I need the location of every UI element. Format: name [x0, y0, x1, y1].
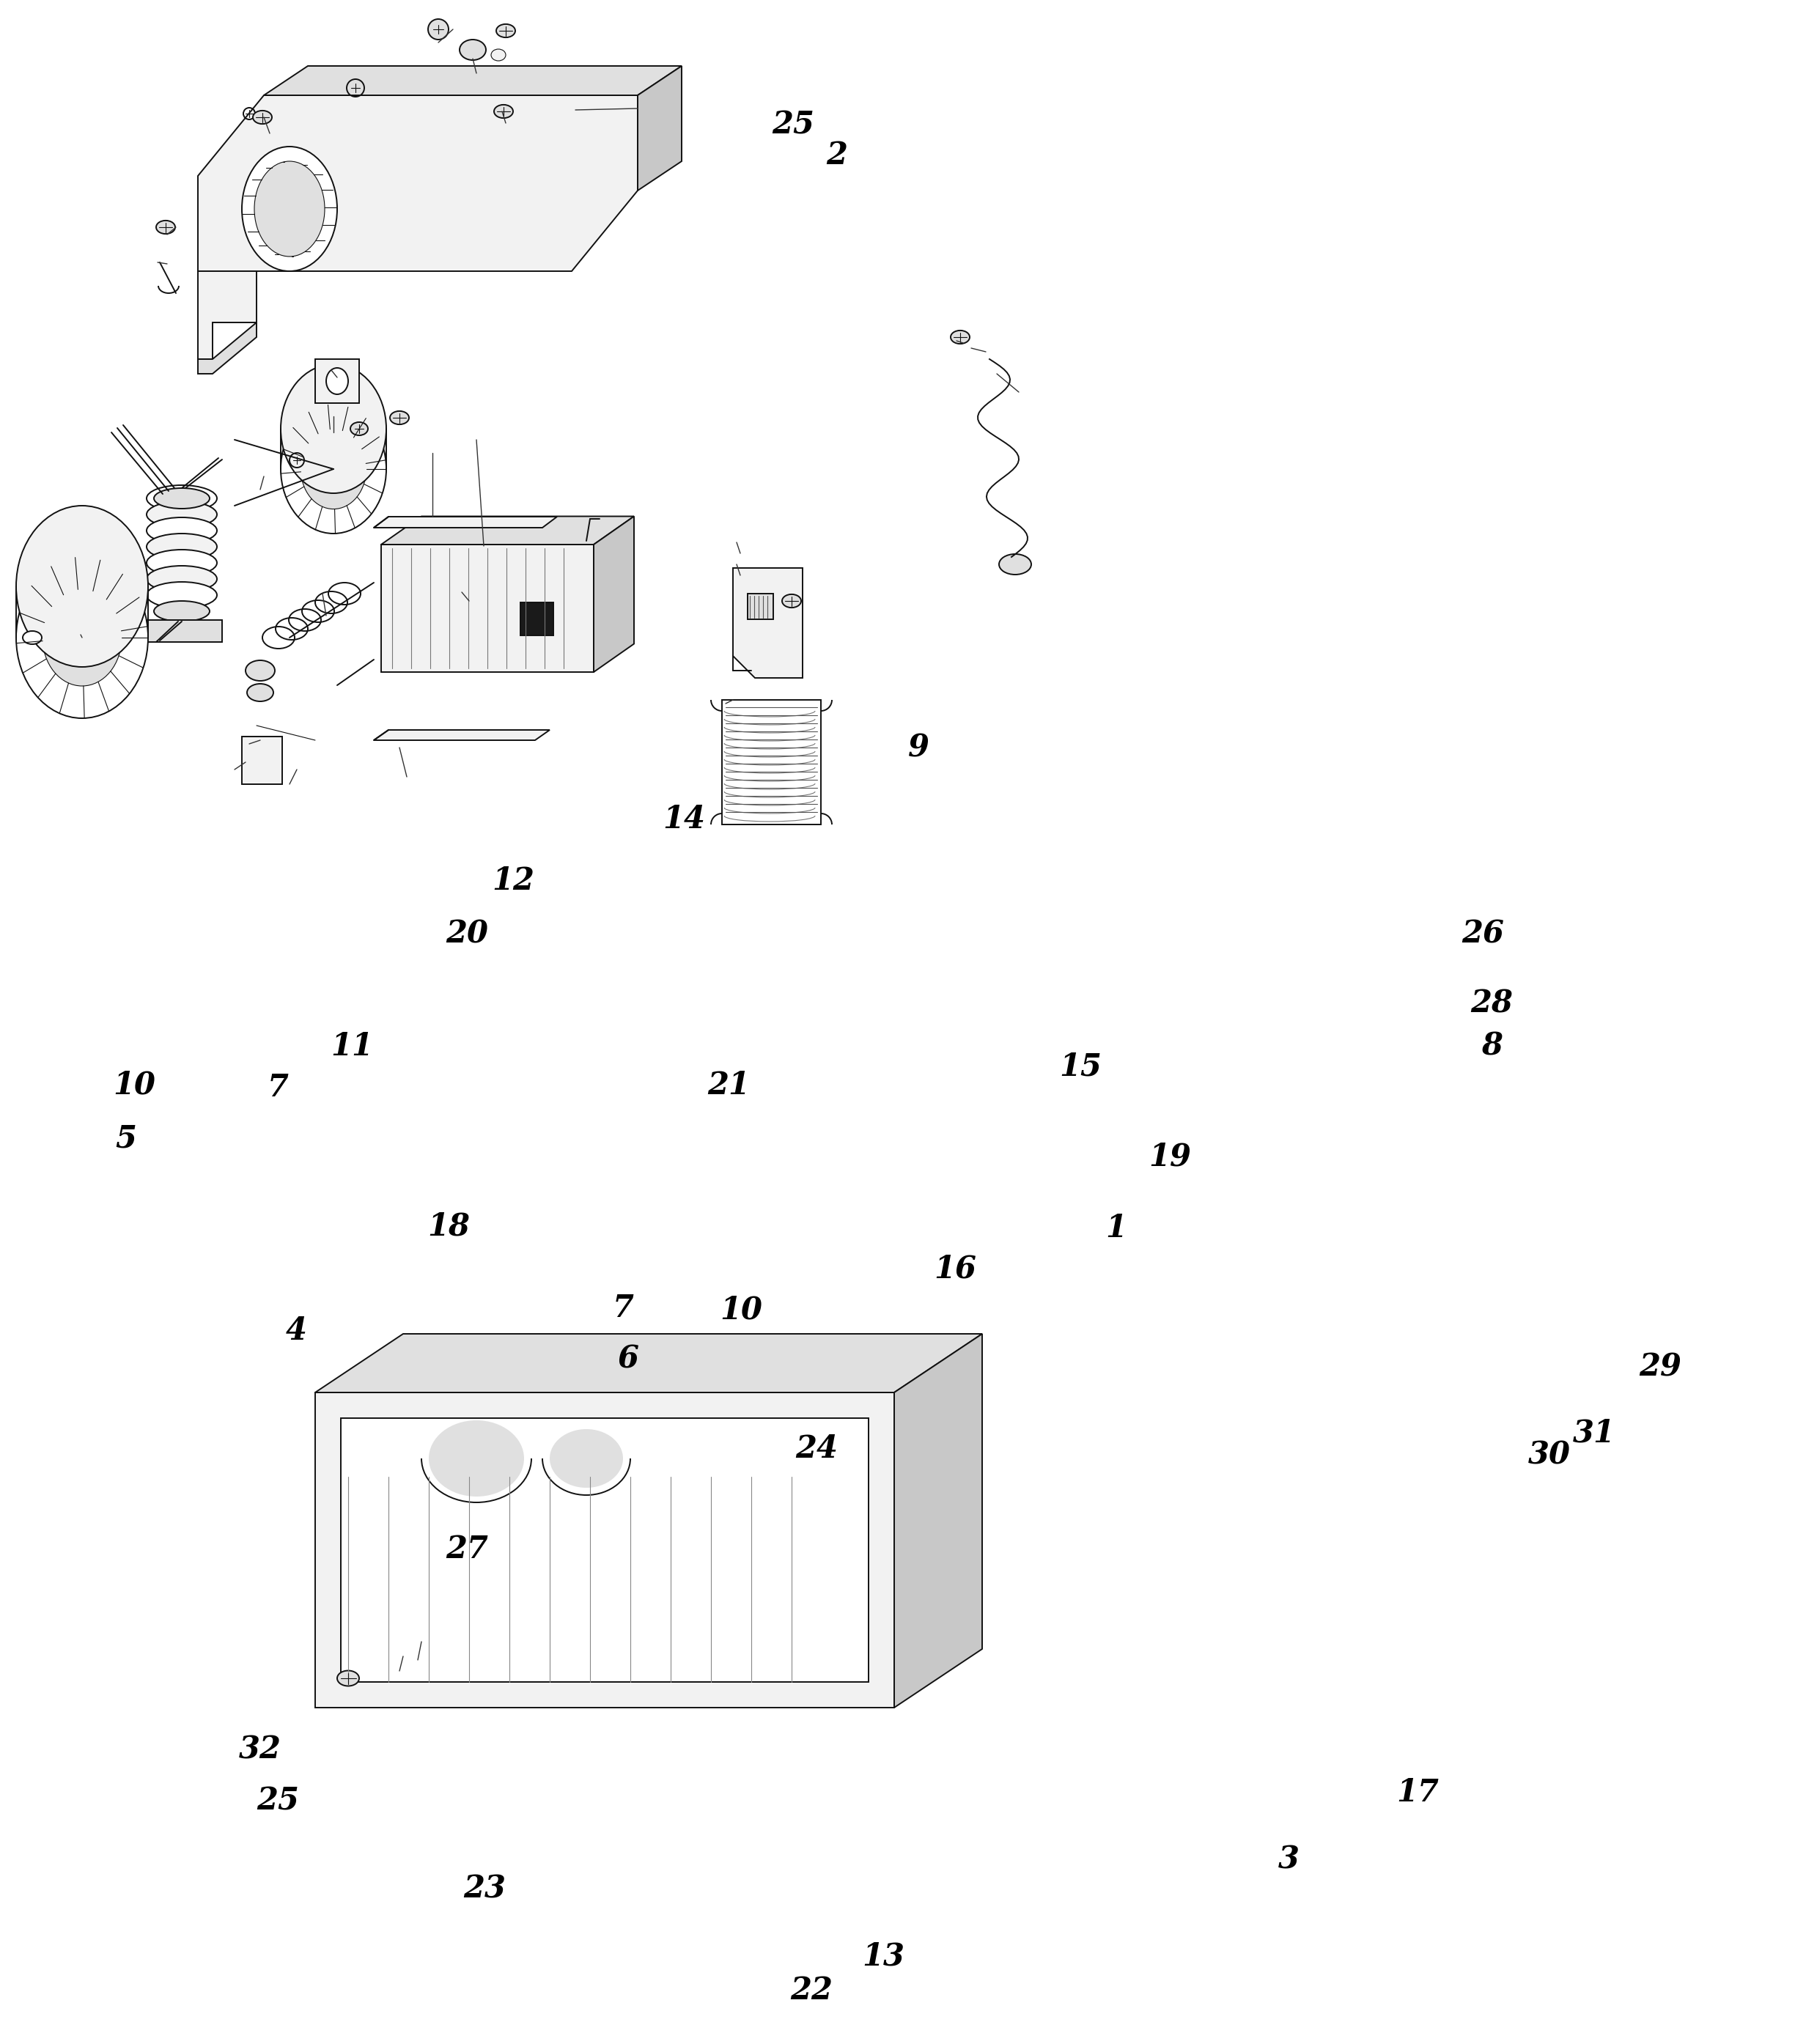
Ellipse shape [429, 1421, 524, 1496]
Ellipse shape [23, 632, 41, 644]
Ellipse shape [246, 660, 275, 681]
Polygon shape [732, 568, 802, 679]
Polygon shape [594, 517, 634, 672]
Text: 32: 32 [239, 1733, 282, 1766]
Text: 10: 10 [113, 1069, 156, 1102]
Ellipse shape [147, 533, 217, 560]
Text: 16: 16 [933, 1253, 976, 1286]
Ellipse shape [147, 550, 217, 576]
Ellipse shape [492, 49, 506, 61]
Ellipse shape [327, 368, 348, 394]
Ellipse shape [16, 556, 147, 717]
Ellipse shape [43, 589, 122, 687]
Text: 7: 7 [612, 1292, 634, 1325]
Ellipse shape [460, 39, 486, 59]
Text: 31: 31 [1572, 1416, 1615, 1449]
Polygon shape [722, 699, 820, 824]
Text: 28: 28 [1470, 987, 1513, 1020]
Ellipse shape [154, 489, 210, 509]
Text: 17: 17 [1397, 1776, 1440, 1809]
Text: 13: 13 [862, 1940, 905, 1972]
Bar [242, 736, 282, 785]
Ellipse shape [302, 429, 366, 509]
Ellipse shape [951, 331, 969, 343]
Ellipse shape [280, 405, 386, 533]
Text: 18: 18 [427, 1210, 470, 1243]
Ellipse shape [350, 423, 368, 435]
Text: 19: 19 [1149, 1141, 1192, 1173]
Ellipse shape [147, 517, 217, 544]
Text: 25: 25 [772, 108, 815, 141]
Text: 12: 12 [492, 865, 535, 897]
Text: 29: 29 [1639, 1351, 1682, 1384]
Text: 5: 5 [115, 1122, 136, 1155]
Ellipse shape [248, 685, 273, 701]
Polygon shape [142, 619, 223, 642]
Polygon shape [373, 730, 549, 740]
Text: 25: 25 [257, 1784, 300, 1817]
Ellipse shape [242, 147, 337, 272]
Text: 6: 6 [617, 1343, 639, 1376]
Ellipse shape [147, 566, 217, 593]
Text: 23: 23 [463, 1872, 506, 1905]
Text: 1: 1 [1106, 1212, 1127, 1245]
Polygon shape [316, 1392, 894, 1707]
Text: 10: 10 [720, 1294, 763, 1327]
Ellipse shape [101, 562, 127, 578]
Text: 21: 21 [707, 1069, 750, 1102]
Ellipse shape [147, 583, 217, 609]
Text: 3: 3 [1278, 1844, 1300, 1876]
Ellipse shape [549, 1429, 623, 1488]
Ellipse shape [16, 505, 147, 666]
Text: 7: 7 [267, 1071, 289, 1104]
Bar [521, 603, 553, 636]
Ellipse shape [390, 411, 409, 425]
Ellipse shape [1000, 554, 1032, 574]
Text: 22: 22 [790, 1975, 833, 2007]
Text: 8: 8 [1481, 1030, 1502, 1063]
Polygon shape [197, 272, 257, 360]
Polygon shape [316, 360, 359, 403]
Polygon shape [197, 323, 257, 374]
Polygon shape [637, 65, 682, 190]
Bar [747, 593, 774, 619]
Ellipse shape [156, 221, 176, 233]
Ellipse shape [147, 484, 217, 511]
Text: 4: 4 [285, 1314, 307, 1347]
Text: 26: 26 [1461, 918, 1504, 950]
Text: 2: 2 [826, 139, 847, 172]
Polygon shape [316, 1335, 982, 1392]
Polygon shape [197, 96, 637, 272]
Polygon shape [373, 517, 556, 527]
Polygon shape [894, 1335, 982, 1707]
Ellipse shape [337, 1670, 359, 1686]
Text: 15: 15 [1059, 1051, 1102, 1083]
Polygon shape [341, 1419, 869, 1682]
Ellipse shape [255, 161, 325, 256]
Ellipse shape [154, 601, 210, 621]
Ellipse shape [253, 110, 271, 125]
Ellipse shape [783, 595, 801, 607]
Ellipse shape [427, 18, 449, 39]
Polygon shape [381, 517, 634, 544]
Polygon shape [264, 65, 682, 96]
Text: 20: 20 [445, 918, 488, 950]
Text: 14: 14 [662, 803, 705, 836]
Text: 27: 27 [445, 1533, 488, 1566]
Ellipse shape [280, 364, 386, 493]
Ellipse shape [147, 501, 217, 527]
Text: 30: 30 [1528, 1439, 1571, 1472]
Text: 9: 9 [908, 732, 930, 764]
Ellipse shape [494, 104, 513, 119]
Text: 24: 24 [795, 1433, 838, 1466]
Ellipse shape [495, 25, 515, 37]
Text: 11: 11 [330, 1030, 373, 1063]
Polygon shape [381, 544, 594, 672]
